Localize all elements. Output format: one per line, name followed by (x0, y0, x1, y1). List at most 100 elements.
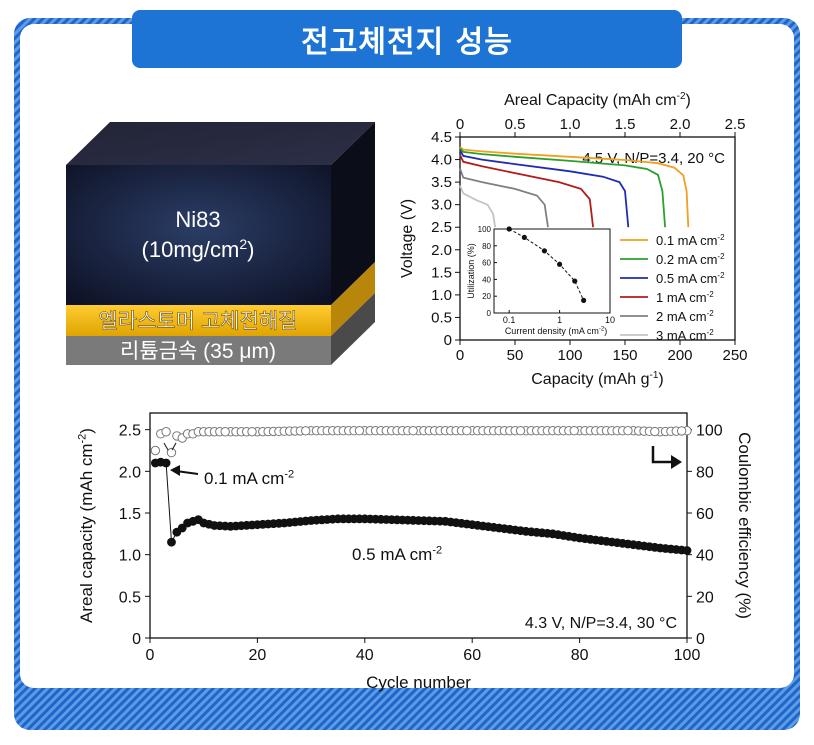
cycle-y2-tick-label: 20 (696, 589, 714, 606)
cycle-y2-tick-label: 60 (696, 506, 714, 523)
legend-entry-0: 0.1 mA cm-2 (656, 233, 725, 248)
voltage-x-tick-label: 150 (612, 347, 637, 364)
cycle-y-axis-label: Areal capacity (mAh cm-2) (77, 428, 96, 623)
cycle-y-tick-label: 2.5 (119, 423, 141, 440)
capacity-point (161, 458, 171, 468)
right-axis-arrow (651, 446, 672, 464)
mark-stroke (163, 442, 169, 451)
mark-stroke (171, 442, 177, 451)
cycle-x-tick-label: 80 (571, 647, 589, 664)
efficiency-point (462, 426, 472, 436)
inset-y-tick-label: 80 (482, 242, 491, 251)
cycle-x-tick-label: 40 (356, 647, 374, 664)
voltage-top-axis-label: Areal Capacity (mAh cm-2) (504, 91, 691, 109)
inset-x-axis-label: Current density (mA cm-2) (505, 326, 607, 336)
cycle-x-tick-label: 100 (674, 647, 701, 664)
voltage-y-tick-label: 2.5 (431, 219, 452, 236)
cycle-y2-tick-label: 80 (696, 464, 714, 481)
areal-top-tick-label: 1.5 (615, 116, 636, 133)
efficiency-point (150, 445, 161, 456)
efficiency-point (408, 426, 418, 436)
right-axis-arrow-head (671, 455, 682, 469)
areal-top-tick-label: 2.0 (670, 116, 691, 133)
efficiency-point (676, 426, 687, 436)
inset-point (506, 226, 512, 232)
voltage-x-axis-label: Capacity (mAh g-1) (531, 370, 664, 388)
annotation-arrow-head (170, 465, 180, 476)
cathode-loading: (10mg/cm2) (142, 236, 255, 262)
cathode-name: Ni83 (175, 207, 220, 232)
efficiency-point (301, 426, 311, 436)
areal-top-tick-label: 2.5 (725, 116, 746, 133)
efficiency-point (166, 447, 177, 458)
cycling-annotation-corner: 4.3 V, N/P=3.4, 30 °C (525, 615, 677, 632)
voltage-curve-0 (459, 146, 690, 228)
efficiency-point (161, 427, 171, 437)
cycle-y-tick-label: 0.5 (119, 589, 141, 606)
cycle-x-tick-label: 0 (146, 647, 155, 664)
efficiency-point (569, 426, 579, 436)
inset-y-tick-label: 0 (487, 309, 492, 318)
title-banner: 전고체전지 성능 (132, 10, 682, 68)
legend-entry-2: 0.5 mA cm-2 (656, 271, 725, 286)
cycle-y2-tick-label: 40 (696, 548, 714, 565)
inset-point (541, 248, 548, 254)
voltage-y-axis-label: Voltage (V) (399, 199, 416, 278)
efficiency-point (220, 427, 230, 437)
electrolyte-front-face (66, 305, 331, 336)
cell-top-face (66, 122, 375, 165)
areal-top-tick-label: 0.5 (505, 116, 526, 133)
inset-y-tick-label: 40 (482, 275, 491, 284)
cell-side-face (331, 122, 375, 305)
voltage-curve-4 (459, 168, 549, 228)
cycling-plot-frame (149, 412, 688, 639)
efficiency-point (650, 426, 660, 437)
rate-annotation-top: 0.1 mA cm-2 (204, 469, 294, 488)
voltage-y-tick-label: 0 (444, 332, 452, 349)
voltage-x-tick-label: 250 (722, 347, 747, 364)
inset-point (521, 234, 527, 240)
cycle-x-axis-label: Cycle number (366, 673, 471, 692)
efficiency-point (515, 426, 526, 436)
rate-annotation-mid: 0.5 mA cm-2 (352, 545, 442, 564)
cycle-x-tick-label: 20 (249, 647, 267, 664)
inset-point (556, 261, 563, 267)
inset-point (572, 278, 578, 284)
cycle-y-tick-label: 0 (132, 631, 141, 648)
cycle-x-tick-label: 60 (463, 647, 481, 664)
cycle-y-tick-label: 1.0 (119, 548, 141, 565)
voltage-y-tick-label: 3.5 (431, 174, 452, 191)
cathode-front-face (66, 165, 331, 305)
efficiency-point (247, 427, 257, 437)
voltage-curve-3 (459, 154, 594, 228)
inset-x-tick-label: 10 (605, 315, 615, 325)
electrolyte-label: 엘라스토머 고체전해질 (98, 310, 297, 333)
page-title: 전고체전지 성능 (301, 25, 513, 60)
legend-entry-5: 3 mA cm-2 (656, 328, 714, 343)
voltage-x-tick-label: 100 (557, 347, 582, 364)
voltage-curve-2 (459, 150, 630, 228)
voltage-plot-frame (459, 136, 736, 341)
legend-entry-3: 1 mA cm-2 (656, 290, 714, 305)
cycle-y2-tick-label: 0 (696, 631, 705, 648)
electrolyte-side-face (331, 262, 375, 336)
voltage-y-tick-label: 4.0 (431, 152, 452, 169)
cycle-y2-axis-label: Coulombic efficiency (%) (735, 432, 754, 619)
inset-y-axis-label: Utilization (%) (466, 243, 476, 299)
voltage-y-tick-label: 0.5 (431, 309, 452, 326)
anode-side-face (331, 293, 375, 365)
legend-entry-4: 2 mA cm-2 (656, 309, 714, 324)
efficiency-point (623, 426, 633, 436)
inset-y-tick-label: 100 (478, 225, 492, 234)
voltage-y-tick-label: 2.0 (431, 242, 452, 259)
areal-top-tick-label: 0 (456, 116, 464, 133)
voltage-y-tick-label: 1.5 (431, 264, 452, 281)
inset-point (581, 297, 587, 303)
anode-front-face (66, 336, 331, 365)
voltage-x-tick-label: 0 (456, 347, 464, 364)
legend-entry-1: 0.2 mA cm-2 (656, 252, 725, 267)
inset-y-tick-label: 20 (482, 292, 491, 301)
cycle-y2-tick-label: 100 (696, 423, 723, 440)
voltage-annotation: 4.5 V, N/P=3.4, 20 °C (582, 150, 725, 167)
